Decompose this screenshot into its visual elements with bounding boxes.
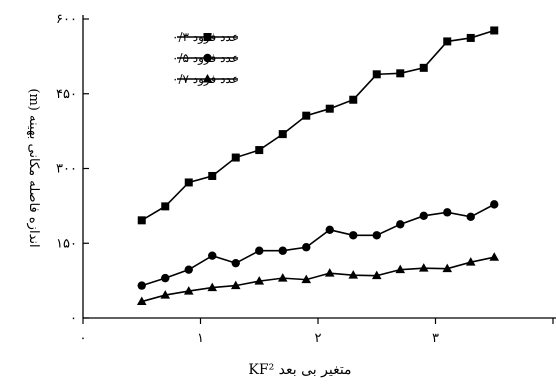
x-tick-label: ۲ bbox=[315, 331, 322, 346]
data-point bbox=[301, 274, 312, 284]
data-point bbox=[372, 70, 381, 79]
data-point bbox=[466, 33, 475, 42]
data-point bbox=[277, 273, 288, 282]
data-point bbox=[160, 290, 171, 299]
series-line-square bbox=[141, 29, 495, 222]
y-tick-label: ۰ bbox=[70, 311, 77, 326]
data-point bbox=[349, 95, 358, 104]
data-point bbox=[208, 251, 217, 260]
data-point bbox=[372, 231, 381, 240]
y-tick-label: ۳۰۰ bbox=[56, 162, 77, 177]
series-line-circle bbox=[141, 203, 495, 287]
y-tick-label: ۱۵۰ bbox=[56, 236, 77, 251]
legend-label: عدد فرود ۰/۳ bbox=[172, 30, 239, 44]
data-point bbox=[490, 26, 499, 35]
data-point bbox=[278, 130, 287, 139]
plot-area bbox=[136, 26, 500, 306]
data-point bbox=[183, 286, 194, 295]
x-tick-label: ۳ bbox=[432, 331, 439, 346]
series-line-triangle bbox=[141, 256, 495, 303]
x-tick-label: ۱ bbox=[197, 331, 204, 346]
data-point bbox=[442, 263, 453, 273]
data-point bbox=[161, 273, 170, 283]
series-square bbox=[137, 26, 499, 225]
data-point bbox=[490, 200, 499, 209]
data-point bbox=[395, 264, 406, 274]
y-axis: ۰ ۱۵۰ ۳۰۰ ۴۵۰ ۶۰۰ اندازه فاصله مکانی بهینه (… bbox=[26, 12, 89, 326]
data-point bbox=[419, 211, 428, 221]
data-point bbox=[137, 281, 146, 290]
x-tick-label: ۰ bbox=[80, 331, 87, 346]
data-point bbox=[230, 280, 241, 290]
data-point bbox=[465, 257, 476, 266]
x-axis: ۰ ۱ ۲ ۳ متغیر بی بعد KF² bbox=[80, 317, 556, 378]
data-point bbox=[466, 212, 475, 222]
y-tick-label: ۶۰۰ bbox=[56, 12, 77, 27]
legend-label: عدد فرود ۰/۷ bbox=[172, 72, 239, 86]
data-point bbox=[278, 246, 287, 255]
legend-label: عدد فرود ۰/۵ bbox=[172, 51, 239, 65]
series-triangle bbox=[136, 252, 500, 306]
data-point bbox=[161, 202, 170, 211]
data-point bbox=[443, 208, 452, 217]
data-point bbox=[396, 220, 405, 229]
x-ticks: ۰ ۱ ۲ ۳ bbox=[80, 318, 554, 346]
y-ticks: ۰ ۱۵۰ ۳۰۰ ۴۵۰ ۶۰۰ bbox=[56, 12, 89, 326]
data-point bbox=[231, 153, 240, 162]
data-point bbox=[419, 63, 428, 72]
data-point bbox=[324, 268, 335, 277]
y-axis-label: اندازه فاصله مکانی بهینه (m) bbox=[26, 88, 41, 247]
data-point bbox=[184, 265, 193, 274]
data-point bbox=[489, 252, 500, 261]
legend: عدد فرود ۰/۳ عدد فرود ۰/۵ عدد فرود ۰/۷ bbox=[172, 30, 239, 86]
data-point bbox=[255, 246, 264, 255]
data-point bbox=[302, 111, 311, 120]
y-tick-label: ۴۵۰ bbox=[56, 87, 77, 102]
legend-item-circle: عدد فرود ۰/۵ bbox=[172, 51, 239, 65]
legend-item-triangle: عدد فرود ۰/۷ bbox=[172, 72, 239, 86]
legend-marker bbox=[203, 33, 212, 41]
data-point bbox=[396, 69, 405, 78]
data-point bbox=[136, 296, 147, 306]
data-point bbox=[184, 178, 193, 187]
data-point bbox=[418, 263, 429, 272]
legend-item-square: عدد فرود ۰/۳ bbox=[172, 30, 239, 44]
data-point bbox=[371, 270, 382, 280]
data-point bbox=[348, 270, 359, 279]
data-point bbox=[325, 104, 334, 113]
data-point bbox=[325, 225, 334, 234]
data-point bbox=[302, 243, 311, 252]
data-point bbox=[207, 282, 218, 292]
series-circle bbox=[137, 200, 499, 290]
legend-marker bbox=[203, 53, 212, 63]
legend-marker bbox=[202, 74, 213, 83]
data-point bbox=[231, 258, 240, 268]
data-point bbox=[254, 276, 265, 285]
x-axis-label: متغیر بی بعد KF² bbox=[248, 362, 351, 378]
data-point bbox=[208, 171, 217, 180]
data-point bbox=[255, 146, 264, 155]
data-point bbox=[443, 37, 452, 46]
data-point bbox=[137, 216, 146, 225]
data-point bbox=[349, 231, 358, 240]
